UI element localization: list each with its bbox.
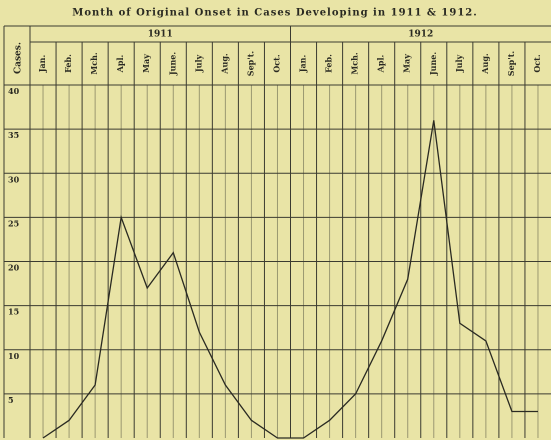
x-tick-label: Mch. — [350, 52, 360, 75]
x-tick-label: Jan. — [37, 55, 47, 74]
x-tick-label: July — [193, 55, 203, 74]
y-tick-label: 35 — [8, 130, 19, 140]
x-tick-label: May — [141, 54, 151, 73]
data-line — [42, 120, 538, 439]
x-tick-label: Aug. — [480, 53, 490, 75]
y-tick-label: 10 — [8, 351, 20, 361]
chart-title: Month of Original Onset in Cases Develop… — [72, 8, 478, 19]
y-tick-label: 5 — [8, 395, 14, 405]
x-tick-label: Jan. — [298, 55, 308, 74]
y-tick-label: 20 — [8, 263, 20, 273]
x-tick-label: July — [454, 55, 464, 74]
x-tick-label: Apl. — [115, 54, 125, 73]
year-label: 1911 — [148, 30, 173, 40]
x-tick-label: June. — [428, 52, 438, 77]
x-tick-label: Apl. — [376, 54, 386, 73]
x-tick-label: Sep't. — [506, 51, 516, 77]
x-tick-label: Aug. — [219, 53, 229, 75]
x-tick-label: Sep't. — [245, 51, 255, 77]
y-tick-label: 15 — [8, 307, 19, 317]
x-tick-label: June. — [167, 52, 177, 77]
y-axis-label: Cases. — [14, 42, 24, 74]
x-tick-label: Mch. — [89, 52, 99, 75]
y-tick-label: 30 — [8, 174, 20, 184]
x-tick-label: Oct. — [271, 54, 281, 73]
x-tick-label: May — [402, 54, 412, 73]
x-tick-label: Oct. — [532, 54, 542, 73]
x-tick-label: Feb. — [63, 54, 73, 73]
x-tick-label: Feb. — [324, 54, 334, 73]
y-tick-label: 40 — [8, 86, 20, 96]
year-label: 1912 — [408, 30, 433, 40]
y-tick-label: 25 — [8, 218, 19, 228]
